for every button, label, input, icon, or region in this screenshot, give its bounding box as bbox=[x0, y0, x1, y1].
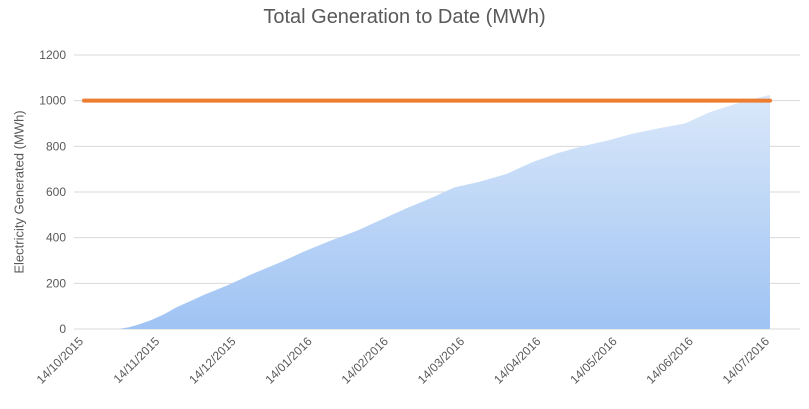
y-axis-ticks: 0 200 400 600 800 1000 1200 bbox=[39, 48, 66, 336]
area-series bbox=[119, 95, 771, 329]
y-tick-label: 0 bbox=[59, 322, 66, 336]
x-axis-ticks: 14/10/2015 14/11/2015 14/12/2015 14/01/2016… bbox=[34, 334, 773, 387]
y-tick-label: 600 bbox=[46, 185, 66, 199]
chart-title: Total Generation to Date (MWh) bbox=[263, 6, 546, 28]
y-tick-label: 800 bbox=[46, 139, 66, 153]
y-tick-label: 1200 bbox=[39, 48, 66, 62]
x-tick-label: 14/06/2016 bbox=[644, 334, 697, 387]
area-fill bbox=[119, 95, 771, 329]
x-tick-label: 14/12/2015 bbox=[186, 334, 239, 387]
x-tick-label: 14/07/2016 bbox=[720, 334, 773, 387]
x-tick-label: 14/04/2016 bbox=[491, 334, 544, 387]
x-tick-label: 14/01/2016 bbox=[262, 334, 315, 387]
y-tick-label: 200 bbox=[46, 276, 66, 290]
x-tick-label: 14/03/2016 bbox=[415, 334, 468, 387]
x-tick-label: 14/11/2015 bbox=[111, 334, 163, 386]
y-tick-label: 400 bbox=[46, 231, 66, 245]
x-tick-label: 14/05/2016 bbox=[567, 334, 620, 387]
y-tick-label: 1000 bbox=[39, 94, 66, 108]
x-tick-label: 14/10/2015 bbox=[34, 334, 87, 387]
x-tick-label: 14/02/2016 bbox=[339, 334, 392, 387]
